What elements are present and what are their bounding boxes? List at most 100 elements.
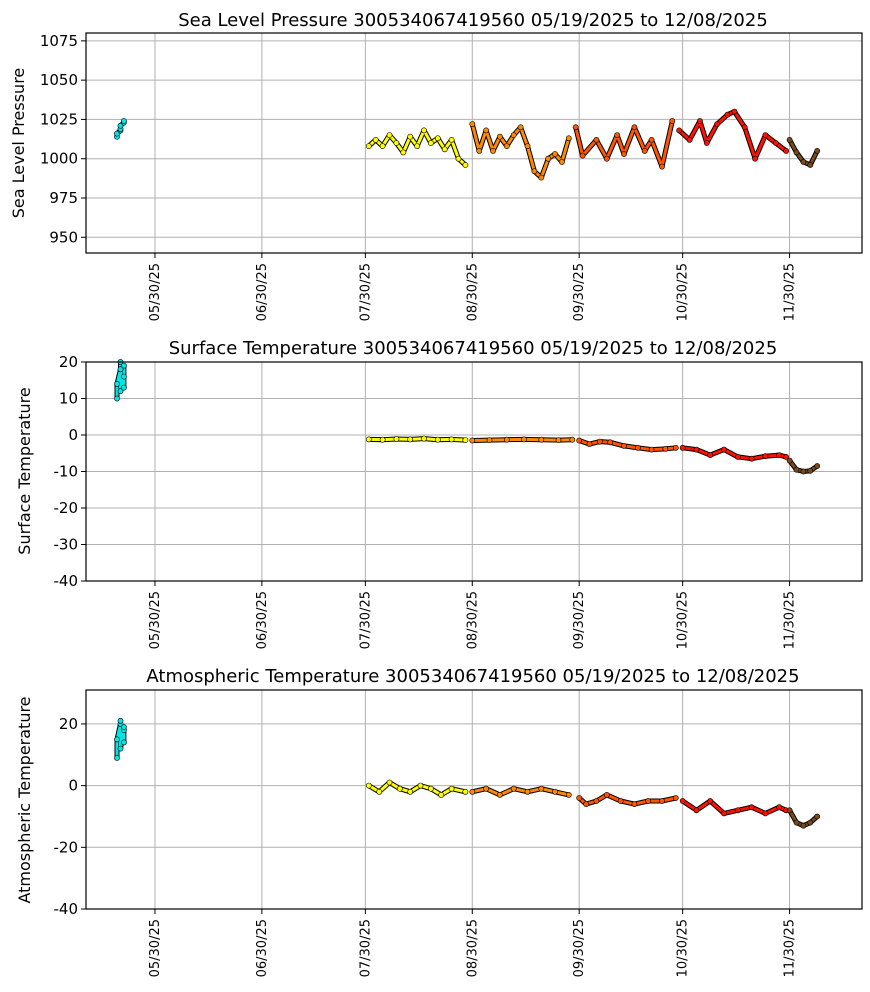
atmospheric-temperature-data-point bbox=[117, 745, 124, 752]
sea-level-pressure-data-point bbox=[538, 174, 545, 181]
surface-temperature-data-point bbox=[469, 437, 476, 444]
sea-level-pressure-data-point bbox=[631, 124, 638, 131]
sea-level-pressure-data-point bbox=[469, 121, 476, 127]
atmospheric-temperature-data-point bbox=[659, 798, 665, 804]
sea-level-pressure-data-point bbox=[476, 147, 483, 154]
sea-level-pressure-data-point bbox=[462, 162, 469, 168]
atmospheric-temperature-data-point bbox=[645, 798, 652, 804]
sea-level-pressure-panel: Sea Level Pressure 300534067419560 05/19… bbox=[9, 10, 863, 321]
surface-temperature-y-tick-label: -40 bbox=[54, 572, 79, 590]
sea-level-pressure-data-point bbox=[490, 147, 496, 154]
atmospheric-temperature-y-tick-label: 0 bbox=[68, 777, 78, 795]
atmospheric-temperature-data-point bbox=[672, 795, 679, 801]
surface-temperature-data-point bbox=[807, 467, 814, 474]
sea-level-pressure-data-point bbox=[400, 149, 407, 156]
surface-temperature-y-tick-label: -20 bbox=[54, 499, 79, 517]
sea-level-pressure-data-point bbox=[524, 143, 531, 149]
sea-level-pressure-y-tick-label: 975 bbox=[49, 189, 78, 207]
surface-temperature-data-point bbox=[407, 436, 414, 443]
sea-level-pressure-data-point bbox=[365, 143, 372, 149]
atmospheric-temperature-data-point bbox=[693, 807, 700, 814]
atmospheric-temperature-data-point bbox=[593, 798, 600, 804]
atmospheric-temperature-data-point bbox=[114, 755, 120, 761]
surface-temperature-data-point bbox=[597, 438, 603, 445]
atmospheric-temperature-data-point bbox=[603, 792, 610, 798]
sea-level-pressure-data-point bbox=[659, 163, 665, 170]
sea-level-pressure-data-point bbox=[455, 155, 462, 162]
atmospheric-temperature-data-point bbox=[438, 792, 445, 798]
surface-temperature-data-point bbox=[379, 436, 386, 443]
sea-level-pressure-data-point bbox=[603, 155, 610, 162]
atmospheric-temperature-y-tick-label: 20 bbox=[59, 715, 78, 733]
sea-level-pressure-data-point bbox=[121, 118, 127, 124]
atmospheric-temperature-axes-frame bbox=[85, 689, 863, 910]
surface-temperature-data-point bbox=[555, 437, 562, 443]
atmospheric-temperature-data-point bbox=[483, 785, 489, 792]
surface-temperature-data-point bbox=[814, 463, 821, 469]
atmospheric-temperature-data-point bbox=[496, 792, 503, 798]
surface-temperature-panel: Surface Temperature 300534067419560 05/1… bbox=[15, 338, 863, 649]
sea-level-pressure-data-point bbox=[648, 136, 655, 143]
atmospheric-temperature-data-point bbox=[396, 785, 403, 792]
surface-temperature-grid bbox=[86, 361, 862, 582]
sea-level-pressure-data-point bbox=[565, 135, 572, 142]
atmospheric-temperature-data-point bbox=[462, 788, 469, 795]
atmospheric-temperature-ticks: -40 -20 0 20 05/30/25 06/30/25 07/30/25 08/30/2… bbox=[54, 715, 798, 977]
sea-level-pressure-data-point bbox=[783, 147, 789, 154]
atmospheric-temperature-data-point bbox=[538, 785, 545, 792]
atmospheric-temperature-data-point bbox=[734, 807, 741, 814]
sea-level-pressure-data-point bbox=[641, 147, 648, 154]
sea-level-pressure-x-tick-label: 05/30/25 bbox=[148, 263, 163, 321]
surface-temperature-data-point bbox=[365, 436, 372, 443]
atmospheric-temperature-data-point bbox=[776, 804, 783, 811]
atmospheric-temperature-data-point bbox=[762, 810, 769, 817]
sea-level-pressure-data-point bbox=[814, 147, 821, 154]
surface-temperature-data-point bbox=[576, 437, 583, 444]
surface-temperature-data-point bbox=[503, 436, 510, 443]
sea-level-pressure-data-point bbox=[572, 124, 579, 131]
surface-temperature-data-point bbox=[721, 446, 727, 453]
sea-level-pressure-data-point bbox=[579, 152, 586, 159]
sea-level-pressure-data-point bbox=[703, 140, 710, 146]
surface-temperature-data-point bbox=[521, 436, 527, 443]
atmospheric-temperature-data-point bbox=[793, 819, 800, 826]
sea-level-pressure-data-point bbox=[379, 143, 386, 149]
atmospheric-temperature-data-point bbox=[121, 724, 127, 730]
atmospheric-temperature-data-point bbox=[786, 807, 793, 814]
atmospheric-temperature-data-point bbox=[552, 788, 558, 795]
surface-temperature-data-point bbox=[448, 436, 455, 443]
sea-level-pressure-data-point bbox=[496, 133, 503, 140]
atmospheric-temperature-data-point bbox=[524, 788, 531, 795]
surface-temperature-data-point bbox=[117, 366, 124, 373]
sea-level-pressure-data-point bbox=[559, 158, 565, 165]
atmospheric-temperature-data-point bbox=[376, 788, 383, 795]
surface-temperature-data-point bbox=[393, 436, 400, 442]
sea-level-pressure-data-point bbox=[676, 127, 683, 134]
atmospheric-temperature-series-1-line bbox=[367, 781, 467, 797]
sea-level-pressure-y-label: Sea Level Pressure bbox=[9, 68, 28, 219]
surface-temperature-data-point bbox=[114, 395, 120, 402]
atmospheric-temperature-series bbox=[114, 717, 821, 829]
surface-temperature-data-point bbox=[421, 435, 427, 442]
surface-temperature-axes-frame bbox=[85, 361, 863, 582]
surface-temperature-data-point bbox=[121, 362, 127, 369]
atmospheric-temperature-data-point bbox=[365, 782, 372, 789]
atmospheric-temperature-data-point bbox=[448, 785, 455, 792]
surface-temperature-x-tick-label: 08/30/25 bbox=[465, 591, 480, 649]
surface-temperature-data-point bbox=[707, 452, 714, 458]
sea-level-pressure-data-point bbox=[724, 111, 731, 118]
sea-level-pressure-y-tick-label: 1050 bbox=[40, 71, 78, 89]
surface-temperature-series bbox=[114, 359, 821, 475]
atmospheric-temperature-title: Atmospheric Temperature 300534067419560 … bbox=[146, 666, 799, 687]
atmospheric-temperature-y-tick-label: -40 bbox=[54, 900, 79, 918]
surface-temperature-x-tick-label: 09/30/25 bbox=[572, 591, 587, 649]
surface-temperature-data-point bbox=[800, 468, 807, 475]
atmospheric-temperature-data-point bbox=[707, 798, 714, 804]
sea-level-pressure-data-point bbox=[114, 130, 120, 137]
surface-temperature-data-point bbox=[748, 455, 755, 462]
surface-temperature-y-tick-label: 0 bbox=[68, 426, 78, 444]
sea-level-pressure-data-point bbox=[531, 168, 538, 175]
atmospheric-temperature-data-point bbox=[631, 801, 638, 807]
surface-temperature-x-tick-label: 05/30/25 bbox=[148, 591, 163, 649]
surface-temperature-data-point bbox=[762, 453, 769, 460]
